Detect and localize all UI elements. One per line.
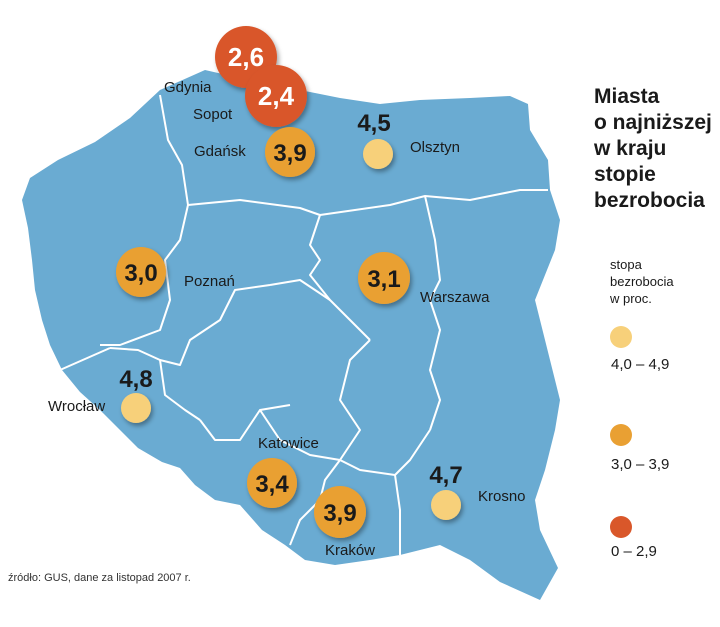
city-value-gdansk: 3,9: [273, 140, 306, 167]
city-label-olsztyn: Olsztyn: [410, 139, 460, 156]
legend-title: stopa bezrobocia w proc.: [610, 256, 674, 307]
city-label-gdansk: Gdańsk: [194, 143, 246, 160]
title-line: o najniższej: [594, 111, 712, 134]
city-marker-wroclaw: [121, 393, 151, 423]
city-marker-katowice: [247, 458, 297, 508]
city-value-wroclaw: 4,8: [119, 366, 152, 393]
city-value-katowice: 3,4: [255, 471, 289, 498]
city-marker-krakow: [314, 486, 366, 538]
region-borders: [59, 94, 548, 555]
city-marker-krosno: [431, 490, 461, 520]
city-marker-sopot: [245, 65, 307, 127]
city-value-sopot: 2,4: [258, 81, 295, 111]
city-value-olsztyn: 4,5: [357, 110, 390, 137]
city-value-krakow: 3,9: [323, 500, 356, 527]
city-marker-warszawa: [358, 252, 410, 304]
legend-title-line: w proc.: [610, 291, 652, 306]
city-value-krosno: 4,7: [429, 462, 462, 489]
city-label-krakow: Kraków: [325, 542, 375, 559]
city-label-warszawa: Warszawa: [420, 289, 490, 306]
legend-title-line: bezrobocia: [610, 274, 674, 289]
legend-title-line: stopa: [610, 257, 642, 272]
legend-range-high: 4,0 – 4,9: [611, 356, 670, 373]
title-line: w kraju: [594, 137, 667, 160]
city-label-krosno: Krosno: [478, 488, 526, 505]
city-label-sopot: Sopot: [193, 106, 233, 123]
legend-swatch-low: [610, 516, 632, 538]
title-line: bezrobocia: [594, 189, 705, 212]
city-label-gdynia: Gdynia: [164, 79, 212, 96]
city-label-poznan: Poznań: [184, 273, 235, 290]
legend-swatch-mid: [610, 424, 632, 446]
legend-range-low: 0 – 2,9: [611, 543, 657, 560]
city-label-katowice: Katowice: [258, 435, 319, 452]
map-title: Miasta o najniższej w kraju stopie bezro…: [594, 84, 712, 214]
city-value-gdynia: 2,6: [228, 42, 264, 72]
source-note: źródło: GUS, dane za listopad 2007 r.: [8, 572, 191, 584]
city-marker-poznan: [116, 247, 166, 297]
legend-swatch-high: [610, 326, 632, 348]
city-value-poznan: 3,0: [124, 260, 157, 287]
legend-range-mid: 3,0 – 3,9: [611, 456, 670, 473]
city-value-warszawa: 3,1: [367, 266, 400, 293]
title-line: Miasta: [594, 85, 660, 108]
city-label-wroclaw: Wrocław: [48, 398, 105, 415]
title-line: stopie: [594, 163, 656, 186]
city-marker-gdansk: [265, 127, 315, 177]
city-marker-olsztyn: [363, 139, 393, 169]
